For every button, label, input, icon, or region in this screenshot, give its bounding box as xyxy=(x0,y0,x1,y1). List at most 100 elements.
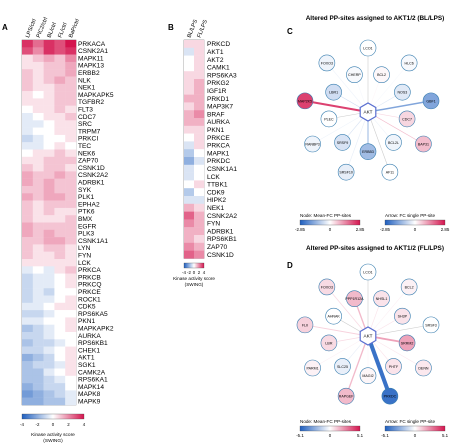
node-label: SH3P xyxy=(398,315,408,319)
node-circle xyxy=(334,358,351,375)
heatmap-cell xyxy=(54,193,66,201)
heatmap-cell xyxy=(65,266,77,274)
heatmap-cell xyxy=(22,47,33,55)
row-label: PRKCA xyxy=(78,267,101,274)
heatmap-cell xyxy=(32,259,44,267)
heatmap-cell xyxy=(54,61,66,70)
heatmap-cell xyxy=(54,375,66,384)
heatmap-cell xyxy=(32,302,44,311)
heatmap-cell xyxy=(54,76,66,84)
heatmap-cell xyxy=(54,361,66,369)
panel-a-scale-ticks: -4 -2 0 2 4 xyxy=(20,422,86,427)
scale-tick-label: 0 xyxy=(329,433,332,438)
scale-tick-label: -5.1 xyxy=(381,433,389,438)
node-circle xyxy=(373,290,390,308)
heatmap-cell xyxy=(184,141,195,150)
heatmap-cell xyxy=(22,61,33,70)
heatmap-cell xyxy=(65,178,77,187)
node-circle xyxy=(394,307,411,325)
heatmap-cell xyxy=(32,390,44,398)
heatmap-cell xyxy=(194,118,205,126)
heatmap-cell xyxy=(184,203,195,212)
heatmap-cell xyxy=(65,113,77,121)
heatmap-cell xyxy=(54,171,66,179)
node-circle xyxy=(373,66,390,84)
heatmap-cell xyxy=(43,76,55,84)
row-label: LCK xyxy=(78,260,91,267)
heatmap-cell xyxy=(22,324,33,333)
scale-tick-label: 0 xyxy=(329,227,332,232)
row-label: CSNK1D xyxy=(207,252,234,259)
heatmap-cell xyxy=(194,250,205,259)
heatmap-cell xyxy=(54,91,66,99)
panel-d-arrow-scale xyxy=(384,425,446,432)
heatmap-cell xyxy=(22,288,33,296)
center-node-label: AKT xyxy=(364,334,373,339)
node-circle xyxy=(359,367,377,384)
heatmap-cell xyxy=(43,375,55,384)
heatmap-cell xyxy=(43,302,55,311)
heatmap-cell xyxy=(22,353,33,362)
heatmap-cell xyxy=(43,105,55,114)
heatmap-cell xyxy=(184,211,195,220)
heatmap-cell xyxy=(65,390,77,398)
heatmap-cell xyxy=(32,383,44,391)
row-label: ZAP70 xyxy=(78,158,98,165)
heatmap-cell xyxy=(65,361,77,369)
row-label: IGF1R xyxy=(207,88,227,95)
heatmap-cell xyxy=(32,266,44,274)
node-circle xyxy=(318,278,336,296)
row-label: BRAF xyxy=(207,111,225,118)
node-label: MAGI2 xyxy=(362,374,373,378)
heatmap-cell xyxy=(22,310,33,318)
heatmap-cell xyxy=(54,368,66,376)
heatmap-cell xyxy=(22,54,33,63)
heatmap-cell xyxy=(32,332,44,340)
heatmap-cell xyxy=(43,120,55,128)
heatmap-cell xyxy=(54,149,66,157)
scale-tick-label: 0 xyxy=(193,270,196,275)
panel-c-arrow-scale xyxy=(384,219,446,226)
heatmap-cell xyxy=(54,69,66,77)
heatmap-cell xyxy=(43,237,55,245)
heatmap-cell xyxy=(32,324,44,333)
heatmap-cell xyxy=(32,244,44,252)
row-label: EGFR xyxy=(78,223,97,230)
node-label: PARM1 xyxy=(307,367,319,371)
panel-b-color-scale xyxy=(183,262,205,269)
heatmap-cell xyxy=(184,63,195,72)
heatmap-cell xyxy=(32,171,44,179)
heatmap-cell xyxy=(43,149,55,157)
row-label: CAMK2A xyxy=(78,369,106,376)
node-label: PPP1R12A xyxy=(345,297,364,301)
row-label: PRKACA xyxy=(78,41,106,48)
heatmap-cell xyxy=(54,266,66,274)
edge xyxy=(367,100,432,113)
heatmap-cell xyxy=(54,324,66,333)
heatmap-cell xyxy=(43,324,55,333)
node-label: PLEC xyxy=(324,117,334,121)
row-label: EPHA2 xyxy=(78,201,100,208)
row-label: TRPM7 xyxy=(78,128,101,135)
scale-tick-label: -5.1 xyxy=(296,433,304,438)
heatmap-cell xyxy=(43,142,55,150)
scale-tick-label: 2.85 xyxy=(356,227,365,232)
node-circle xyxy=(304,359,321,377)
heatmap-cell xyxy=(194,149,205,158)
heatmap-cell xyxy=(54,383,66,391)
center-node xyxy=(359,102,377,122)
center-node xyxy=(359,326,377,346)
node-label: BCL2L xyxy=(388,141,399,145)
node-circle xyxy=(346,290,363,308)
heatmap-cell xyxy=(22,251,33,260)
row-label: CSNK2A1 xyxy=(78,48,108,55)
heatmap-cell xyxy=(54,207,66,216)
heatmap-cell xyxy=(22,280,33,289)
heatmap-cell xyxy=(65,229,77,238)
heatmap-cell xyxy=(22,361,33,369)
heatmap-cell xyxy=(43,164,55,172)
heatmap-cell xyxy=(65,156,77,165)
heatmap-cell xyxy=(43,193,55,201)
